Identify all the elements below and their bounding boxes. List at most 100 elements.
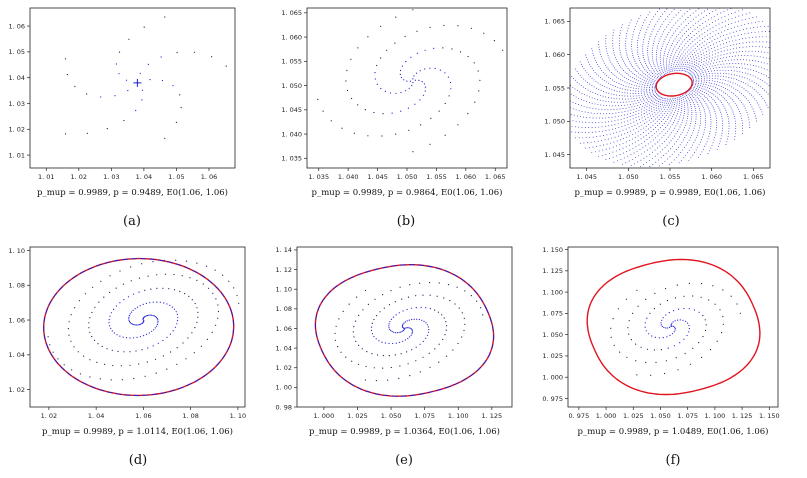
- data-point: [652, 76, 653, 78]
- data-point: [709, 32, 711, 34]
- data-point: [662, 114, 664, 116]
- data-point: [687, 129, 689, 131]
- data-point: [610, 61, 612, 63]
- data-point: [173, 273, 175, 276]
- data-point: [375, 338, 377, 340]
- data-point: [443, 24, 445, 27]
- data-point: [717, 92, 719, 94]
- data-point: [176, 347, 178, 349]
- data-point: [68, 321, 70, 323]
- data-point: [362, 309, 364, 311]
- data-point: [357, 363, 360, 365]
- data-point: [651, 96, 653, 97]
- data-point: [655, 13, 656, 15]
- data-point: [657, 125, 659, 127]
- data-point: [602, 95, 604, 97]
- data-point: [622, 142, 624, 144]
- data-point: [601, 78, 603, 80]
- data-point: [637, 20, 639, 22]
- data-point: [666, 56, 668, 58]
- data-point: [689, 64, 691, 66]
- data-point: [589, 107, 591, 109]
- data-point: [742, 94, 744, 96]
- data-point: [688, 149, 690, 151]
- data-point: [674, 297, 677, 299]
- data-point: [712, 11, 714, 13]
- data-point: [665, 18, 667, 20]
- data-point: [139, 72, 141, 74]
- data-point: [696, 59, 698, 61]
- data-point: [457, 124, 459, 126]
- data-point: [711, 89, 713, 90]
- data-point: [660, 322, 662, 324]
- data-point: [613, 94, 615, 95]
- data-point: [673, 100, 674, 102]
- data-point: [675, 69, 677, 71]
- data-point: [656, 120, 658, 122]
- data-point: [683, 338, 685, 340]
- data-point: [763, 62, 765, 64]
- data-point: [601, 70, 603, 71]
- data-point: [727, 101, 729, 103]
- data-point: [391, 112, 393, 114]
- data-point: [643, 72, 645, 74]
- data-point: [70, 340, 72, 342]
- data-point: [685, 19, 687, 21]
- data-point: [749, 124, 751, 126]
- data-point: [724, 83, 726, 85]
- data-point: [768, 58, 770, 60]
- chart-d: 1. 02 1. 04 1. 06 1. 08 1. 101. 021. 041. 06…: [8, 246, 246, 420]
- data-point: [683, 113, 685, 115]
- data-point: [679, 65, 681, 67]
- data-point: [748, 50, 750, 52]
- data-point: [640, 69, 642, 71]
- data-point: [464, 290, 466, 292]
- data-point: [110, 312, 112, 314]
- data-point: [388, 327, 390, 329]
- data-point: [711, 93, 713, 94]
- data-point: [735, 63, 737, 64]
- data-point: [605, 35, 607, 37]
- data-point: [685, 320, 687, 322]
- data-point: [388, 325, 390, 327]
- data-point: [729, 48, 731, 50]
- data-point: [639, 32, 640, 34]
- data-point: [607, 138, 609, 140]
- data-point: [744, 63, 746, 65]
- data-point: [718, 61, 720, 63]
- data-point: [717, 105, 719, 107]
- data-point: [721, 118, 723, 120]
- data-point: [67, 328, 69, 330]
- data-point: [401, 330, 403, 332]
- data-point: [639, 15, 641, 17]
- data-point: [476, 300, 478, 302]
- data-point: [658, 108, 660, 110]
- data-point: [760, 96, 762, 98]
- data-point: [636, 107, 638, 109]
- data-point: [398, 312, 400, 314]
- data-point: [719, 58, 721, 59]
- data-point: [707, 19, 709, 21]
- data-point: [680, 124, 682, 126]
- data-point: [671, 110, 673, 112]
- data-point: [692, 80, 694, 81]
- data-point: [748, 37, 750, 39]
- data-point: [611, 137, 613, 139]
- data-point: [665, 152, 667, 154]
- data-point: [703, 75, 705, 77]
- data-point: [616, 131, 618, 133]
- data-point: [672, 50, 674, 52]
- data-point: [726, 63, 728, 65]
- data-point: [672, 58, 674, 60]
- data-point: [738, 108, 739, 110]
- data-point: [623, 121, 625, 123]
- data-point: [418, 79, 420, 81]
- data-point: [650, 77, 652, 79]
- data-point: [677, 131, 678, 132]
- data-point: [699, 141, 701, 143]
- data-point: [657, 45, 659, 47]
- data-point: [629, 92, 631, 94]
- data-point: [659, 58, 661, 60]
- data-point: [602, 60, 604, 62]
- data-point: [628, 74, 630, 76]
